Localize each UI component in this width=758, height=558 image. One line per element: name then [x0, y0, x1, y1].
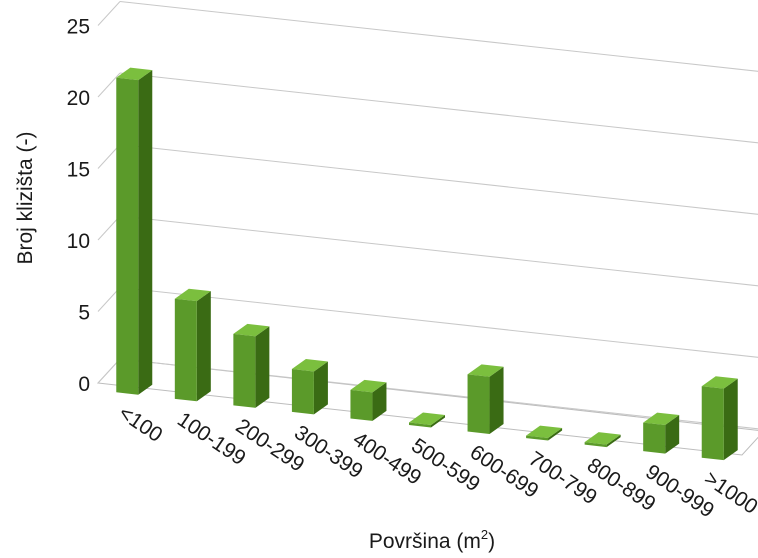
bar-top: [526, 425, 563, 439]
bar-side: [489, 366, 504, 435]
bar-0: [116, 67, 153, 395]
x-tick-label: 100-199: [173, 408, 250, 470]
bar-side: [372, 382, 387, 421]
bar-top: [233, 323, 270, 337]
bar-9: [643, 412, 680, 454]
bar-side: [665, 415, 680, 454]
bar-top: [467, 364, 504, 377]
bar-8: [584, 432, 621, 448]
y-axis-ticks: 0 5 10 15 20 25: [67, 16, 90, 397]
bar-1: [174, 288, 211, 402]
gridline-20: [119, 72, 758, 144]
y-tick-label: 5: [78, 302, 90, 325]
x-axis-title-superscript: 2: [481, 527, 488, 542]
bar-side: [255, 326, 270, 408]
bar-2: [233, 323, 270, 408]
bar-side: [313, 361, 328, 415]
bar-10: [701, 376, 738, 461]
bar-side: [138, 70, 153, 395]
y-tick-label: 10: [67, 230, 90, 253]
bar-4: [350, 379, 387, 421]
bar-front: [116, 77, 139, 395]
x-axis-title-main: Površina (m: [369, 530, 481, 553]
bars: [116, 67, 738, 461]
y-tick-label: 15: [67, 159, 90, 182]
bar-7: [526, 425, 563, 441]
gridline-5: [119, 287, 758, 358]
bar-5: [409, 412, 445, 428]
bar-side: [723, 378, 738, 461]
y-tick-label: 20: [67, 87, 90, 110]
gridline-25: [119, 1, 758, 72]
bar-top: [291, 359, 328, 372]
bar-3: [291, 359, 328, 415]
x-tick-label: <100: [114, 401, 166, 447]
bar-6: [467, 364, 504, 435]
bar-top: [350, 379, 387, 393]
gridline-10: [119, 215, 758, 287]
bar-front: [409, 422, 431, 428]
bar-side: [606, 434, 621, 448]
bar-front: [643, 422, 666, 454]
bar-front: [584, 442, 607, 448]
x-axis-title-suffix: ): [488, 530, 495, 553]
bar-side: [548, 428, 563, 441]
gridline-side-25: [97, 1, 121, 26]
bar-top: [174, 288, 211, 302]
bar-side: [196, 291, 211, 402]
bar-front: [467, 374, 490, 435]
bar-side: [431, 414, 445, 428]
y-axis-title: Broj klizišta (-): [14, 131, 37, 264]
bar-front: [291, 369, 314, 415]
bar-top: [701, 376, 738, 389]
bar-front: [174, 298, 197, 402]
bar-top: [409, 412, 445, 425]
y-tick-label: 0: [78, 373, 90, 396]
bar-top: [584, 432, 621, 445]
y-tick-label: 25: [67, 16, 90, 39]
bar-top: [643, 412, 680, 426]
bar-top: [116, 67, 153, 81]
gridline-15: [119, 144, 758, 215]
bar-front: [526, 435, 549, 441]
bar-front: [350, 389, 373, 421]
gridline-side-20: [97, 72, 121, 98]
gridlines: [96, 1, 758, 456]
bar-front: [233, 333, 256, 408]
x-axis-title: Površina (m2): [369, 527, 495, 553]
bar-front: [701, 386, 724, 461]
